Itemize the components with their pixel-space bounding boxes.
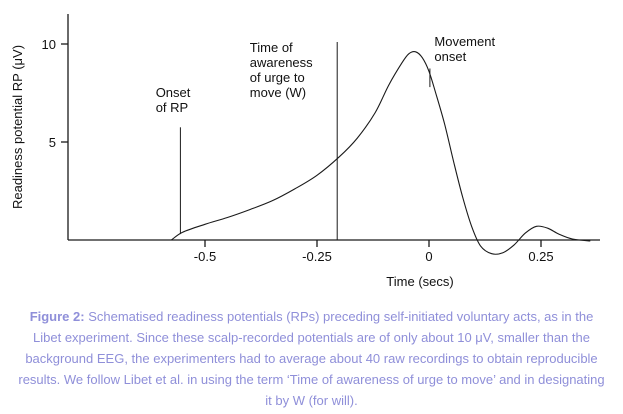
y-tick-label: 10 [42, 37, 56, 52]
annotation-text-line: of RP [156, 100, 189, 115]
x-axis-label: Time (secs) [386, 274, 453, 289]
figure-caption-text: Schematised readiness potentials (RPs) p… [18, 309, 605, 408]
awareness-of-urge-label: Time of awareness of urge to move (W) [250, 40, 313, 100]
annotation-text-line: Movement [434, 34, 495, 49]
annotation-text-line: awareness [250, 55, 313, 70]
movement-onset-label: Movement onset [434, 34, 495, 64]
x-tick-label: -0.5 [194, 249, 216, 264]
annotation-text-line: move (W) [250, 85, 306, 100]
annotation-text-line: of urge to [250, 70, 305, 85]
annotation-text-line: onset [434, 49, 466, 64]
rp-curve [171, 51, 591, 255]
figure-caption-label: Figure 2: [29, 309, 85, 324]
annotation-text-line: Time of [250, 40, 293, 55]
onset-of-rp-label: Onset of RP [156, 85, 191, 115]
y-axis-label: Readiness potential RP (μV) [10, 45, 25, 209]
figure-caption: Figure 2: Schematised readiness potentia… [0, 298, 623, 411]
chart-canvas: 5 10 -0.5 -0.25 0 0.25 Readiness potential RP … [10, 14, 600, 289]
x-tick-label: 0.25 [528, 249, 553, 264]
annotation-text-line: Onset [156, 85, 191, 100]
x-tick-label: -0.25 [302, 249, 332, 264]
y-tick-label: 5 [49, 135, 56, 150]
x-tick-label: 0 [425, 249, 432, 264]
rp-chart: 5 10 -0.5 -0.25 0 0.25 Readiness potential RP … [10, 14, 600, 289]
